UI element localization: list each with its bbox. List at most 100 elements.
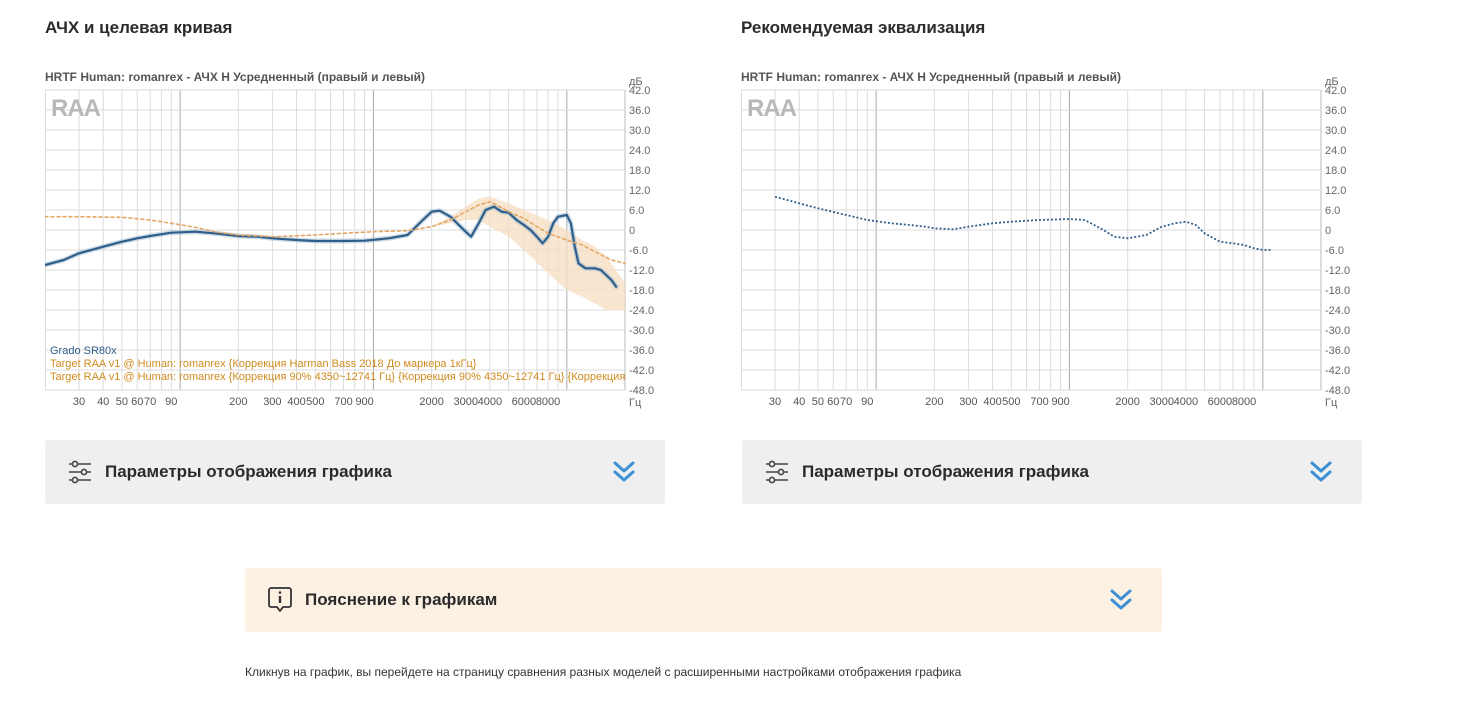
y-tick-label: -30.0 xyxy=(1325,325,1350,337)
sliders-icon xyxy=(764,459,790,485)
legend-entry: Grado SR80x xyxy=(50,345,117,357)
series-line-1 xyxy=(45,200,626,265)
chart-title: HRTF Human: romanrex - АЧХ H Усредненный… xyxy=(45,70,425,84)
y-tick-label: 24.0 xyxy=(629,145,650,157)
y-tick-label: -48.0 xyxy=(629,385,654,397)
display-settings-panel-right[interactable]: Параметры отображения графика xyxy=(742,440,1362,504)
raa-logo: RAA xyxy=(747,95,797,122)
y-tick-label: 36.0 xyxy=(629,105,650,117)
x-tick-label: 4000 xyxy=(478,396,502,408)
x-tick-label: 400 xyxy=(983,396,1001,408)
double-chevron-down-icon[interactable] xyxy=(1106,585,1136,615)
x-tick-label: 6000 xyxy=(1208,396,1232,408)
x-tick-label: 30 xyxy=(769,396,781,408)
y-tick-label: 6.0 xyxy=(1325,205,1340,217)
x-tick-label: 70 xyxy=(144,396,156,408)
x-tick-label: 8000 xyxy=(536,396,560,408)
y-tick-label: -18.0 xyxy=(1325,285,1350,297)
raa-logo: RAA xyxy=(51,95,101,122)
y-tick-label: -36.0 xyxy=(629,345,654,357)
x-tick-label: 200 xyxy=(229,396,247,408)
x-tick-label: 300 xyxy=(263,396,281,408)
legend-entry: Target RAA v1 @ Human: romanrex {Коррекц… xyxy=(50,358,477,370)
x-tick-label: 4000 xyxy=(1174,396,1198,408)
display-settings-panel-left[interactable]: Параметры отображения графика xyxy=(45,440,665,504)
double-chevron-down-icon[interactable] xyxy=(1306,457,1336,487)
x-tick-label: 500 xyxy=(1002,396,1020,408)
y-axis-unit: дБ xyxy=(629,76,643,88)
y-tick-label: -6.0 xyxy=(629,245,648,257)
y-tick-label: 36.0 xyxy=(1325,105,1346,117)
legend-entry: Target RAA v1 @ Human: romanrex {Коррекц… xyxy=(50,371,695,383)
x-tick-label: 40 xyxy=(793,396,805,408)
plot-area xyxy=(741,89,1322,391)
x-tick-label: 50 xyxy=(116,396,128,408)
chart-svg: HRTF Human: romanrex - АЧХ H Усредненный… xyxy=(741,70,1350,409)
y-tick-label: -24.0 xyxy=(629,305,654,317)
section-title-eq: Рекомендуемая эквализация xyxy=(741,18,986,37)
chart-title: HRTF Human: romanrex - АЧХ H Усредненный… xyxy=(741,70,1121,84)
x-axis-unit: Гц xyxy=(629,397,642,409)
section-title-response: АЧХ и целевая кривая xyxy=(45,18,233,37)
y-tick-label: 18.0 xyxy=(1325,165,1346,177)
target-range-band xyxy=(431,196,625,310)
frequency-response-chart[interactable]: HRTF Human: romanrex - АЧХ H Усредненный… xyxy=(45,64,695,414)
x-tick-label: 60 xyxy=(827,396,839,408)
display-settings-label: Параметры отображения графика xyxy=(105,462,392,481)
y-tick-label: -48.0 xyxy=(1325,385,1350,397)
x-tick-label: 60 xyxy=(131,396,143,408)
y-axis-unit: дБ xyxy=(1325,76,1339,88)
y-tick-label: -18.0 xyxy=(629,285,654,297)
y-tick-label: -6.0 xyxy=(1325,245,1344,257)
y-tick-label: -42.0 xyxy=(629,365,654,377)
x-tick-label: 50 xyxy=(812,396,824,408)
sliders-icon xyxy=(67,459,93,485)
x-tick-label: 500 xyxy=(306,396,324,408)
chart-explanation-label: Пояснение к графикам xyxy=(305,590,498,609)
y-tick-label: -12.0 xyxy=(629,265,654,277)
y-tick-label: 42.0 xyxy=(1325,85,1346,97)
y-tick-label: 6.0 xyxy=(629,205,644,217)
chart-svg: HRTF Human: romanrex - АЧХ H Усредненный… xyxy=(45,70,695,409)
series-line-0 xyxy=(45,205,618,288)
double-chevron-down-icon[interactable] xyxy=(609,457,639,487)
y-tick-label: 30.0 xyxy=(629,125,650,137)
footnote: Кликнув на график, вы перейдете на стран… xyxy=(245,665,962,679)
info-bubble-icon xyxy=(267,587,293,613)
x-tick-label: 3000 xyxy=(1149,396,1173,408)
x-tick-label: 70 xyxy=(840,396,852,408)
y-tick-label: 0 xyxy=(1325,225,1331,237)
x-tick-label: 30 xyxy=(73,396,85,408)
y-tick-label: 42.0 xyxy=(629,85,650,97)
y-tick-label: 18.0 xyxy=(629,165,650,177)
y-tick-label: 30.0 xyxy=(1325,125,1346,137)
x-tick-label: 300 xyxy=(959,396,977,408)
x-axis-unit: Гц xyxy=(1325,397,1338,409)
chart-explanation-panel[interactable]: Пояснение к графикам xyxy=(245,568,1162,632)
y-tick-label: -30.0 xyxy=(629,325,654,337)
y-tick-label: -42.0 xyxy=(1325,365,1350,377)
x-tick-label: 90 xyxy=(165,396,177,408)
x-tick-label: 700 xyxy=(334,396,352,408)
x-tick-label: 900 xyxy=(355,396,373,408)
y-tick-label: 12.0 xyxy=(1325,185,1346,197)
y-tick-label: 12.0 xyxy=(629,185,650,197)
y-tick-label: -12.0 xyxy=(1325,265,1350,277)
y-tick-label: -24.0 xyxy=(1325,305,1350,317)
x-tick-label: 200 xyxy=(925,396,943,408)
x-tick-label: 700 xyxy=(1030,396,1048,408)
x-tick-label: 90 xyxy=(861,396,873,408)
x-tick-label: 900 xyxy=(1051,396,1069,408)
x-tick-label: 8000 xyxy=(1232,396,1256,408)
y-tick-label: 24.0 xyxy=(1325,145,1346,157)
display-settings-label: Параметры отображения графика xyxy=(802,462,1089,481)
x-tick-label: 40 xyxy=(97,396,109,408)
y-tick-label: -36.0 xyxy=(1325,345,1350,357)
x-tick-label: 2000 xyxy=(419,396,443,408)
equalization-chart[interactable]: HRTF Human: romanrex - АЧХ H Усредненный… xyxy=(741,64,1391,414)
y-tick-label: 0 xyxy=(629,225,635,237)
x-tick-label: 400 xyxy=(287,396,305,408)
x-tick-label: 6000 xyxy=(512,396,536,408)
x-tick-label: 3000 xyxy=(453,396,477,408)
